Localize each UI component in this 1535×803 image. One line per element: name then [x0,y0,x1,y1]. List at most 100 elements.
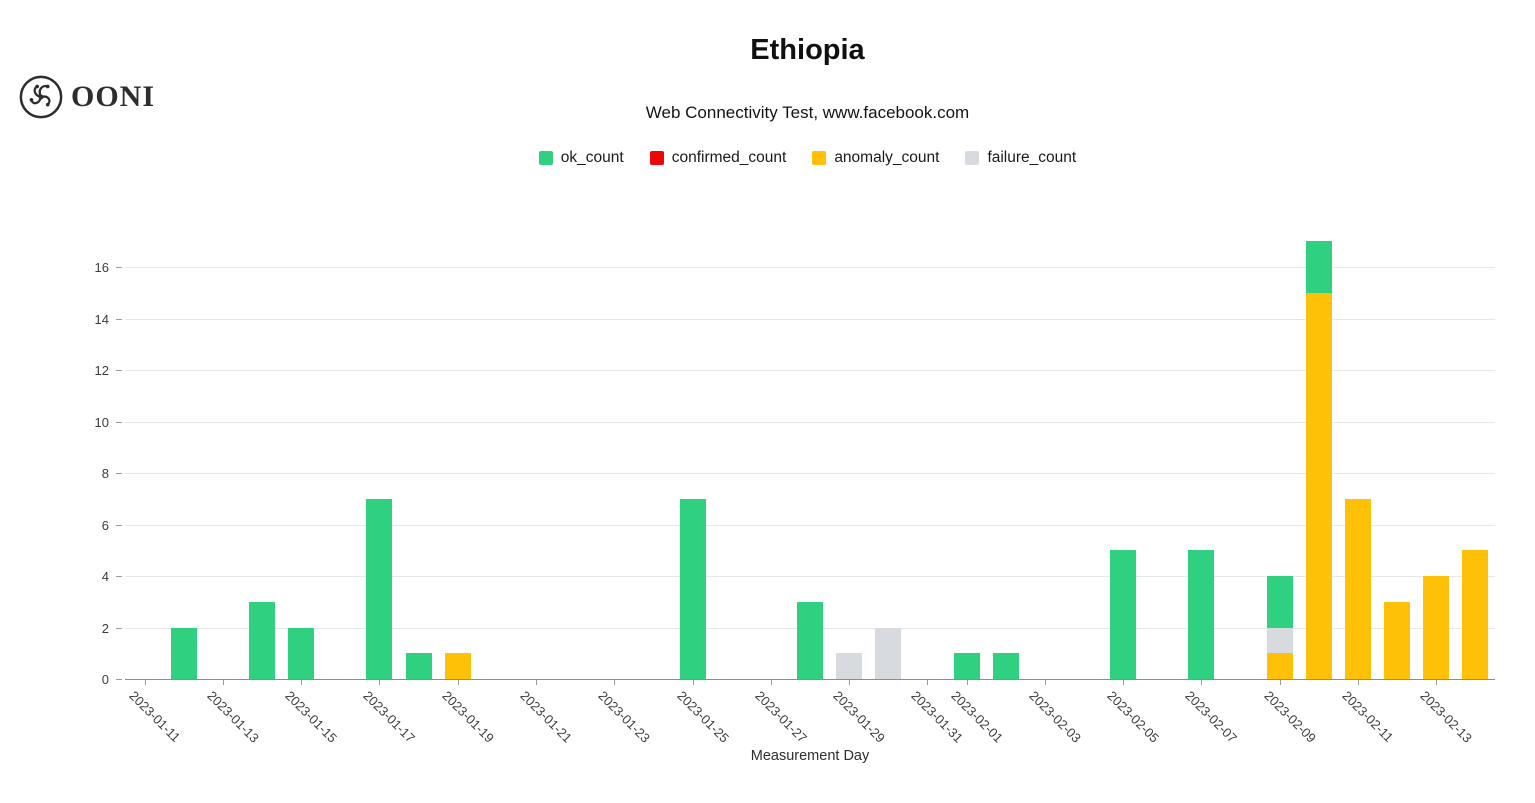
bar-segment-ok_count[interactable] [797,601,823,679]
plot-area: 0 2 4 6 8 10 12 14 16 2023-01-11 2023-01-13 2023-01… [95,230,1495,746]
x-tick-mark [457,680,459,685]
brand: OONI [18,74,155,120]
y-tick-label: 4 [101,569,109,584]
ok-count-swatch-icon [538,151,553,165]
legend: ok_count confirmed_count anomaly_count f… [80,149,1535,167]
x-tick-mark [692,680,694,685]
x-tick-mark [379,680,381,685]
y-tick-mark [116,679,122,680]
x-tick-mark [144,680,146,685]
brand-name: OONI [71,80,156,113]
x-axis-title: Measurement Day [750,748,870,764]
bar-segment-failure_count[interactable] [836,653,863,679]
bar-segment-ok_count[interactable] [992,653,1019,679]
failure-count-swatch-icon [965,151,980,165]
ooni-logo-icon [18,74,64,120]
x-tick-mark [301,680,303,685]
x-tick-mark [536,680,537,685]
x-tick-mark [222,680,224,685]
y-tick-mark [116,267,122,268]
x-tick-label: 2023-01-29 [830,688,889,746]
x-tick-mark [927,680,929,685]
x-tick-mark [1279,680,1281,685]
x-tick-mark [614,680,616,685]
y-tick-mark [116,524,122,526]
y-tick-label: 8 [101,466,109,481]
legend-label: failure_count [987,149,1077,166]
bar-segment-ok_count[interactable] [1305,241,1332,293]
bar-segment-anomaly_count[interactable] [444,653,471,679]
bar-segment-ok_count[interactable] [288,627,315,679]
chart-subtitle: Web Connectivity Test, www.facebook.com [645,103,970,122]
bar-segment-failure_count[interactable] [875,627,902,679]
legend-item-anomaly-count[interactable]: anomaly_count [812,149,939,167]
bar-segment-anomaly_count[interactable] [1345,498,1371,679]
x-tick-mark [770,680,772,685]
legend-label: confirmed_count [671,149,787,166]
bar-segment-ok_count[interactable] [953,653,980,679]
bar-segment-ok_count[interactable] [1110,550,1137,679]
x-tick-mark [1044,680,1046,685]
chart-header: Ethiopia Web Connectivity Test, www.face… [80,34,1535,167]
x-tick-label: 2023-01-13 [204,688,262,746]
x-tick-label: 2023-01-19 [439,688,497,746]
bar-segment-anomaly_count[interactable] [1423,576,1450,679]
y-tick-label: 0 [101,672,109,687]
bar-segment-ok_count[interactable] [1188,550,1215,679]
gridline [125,576,1495,577]
legend-item-ok-count[interactable]: ok_count [538,149,624,167]
y-tick-mark [116,576,122,577]
x-tick-mark [1123,680,1125,685]
legend-item-confirmed-count[interactable]: confirmed_count [649,149,787,167]
bar-segment-ok_count[interactable] [366,498,393,679]
x-tick-label: 2023-01-15 [282,688,341,746]
bar-segment-anomaly_count[interactable] [1305,292,1332,679]
x-tick-label: 2023-02-13 [1417,688,1476,746]
y-tick-label: 10 [94,414,109,430]
x-tick-label: 2023-01-25 [673,688,732,746]
y-tick-mark [116,370,122,371]
bar-segment-anomaly_count[interactable] [1384,601,1411,679]
bar-segment-ok_count[interactable] [1266,576,1293,628]
gridline [125,473,1495,474]
x-tick-mark [1201,680,1203,685]
x-tick-label: 2023-01-11 [125,688,183,745]
y-tick-mark [116,473,122,474]
x-tick-label: 2023-01-17 [360,688,419,746]
bar-segment-ok_count[interactable] [405,653,432,679]
x-tick-label: 2023-02-03 [1026,688,1084,746]
x-tick-mark [1358,680,1359,685]
bar-segment-ok_count[interactable] [249,601,275,679]
gridline [125,370,1495,371]
legend-item-failure-count[interactable]: failure_count [965,149,1076,167]
x-tick-label: 2023-02-07 [1182,688,1241,746]
x-tick-mark [1436,680,1438,685]
legend-label: ok_count [560,149,624,166]
y-tick-label: 6 [101,517,109,533]
y-tick-label: 14 [94,311,109,327]
gridline [125,524,1495,526]
bar-segment-failure_count[interactable] [1266,627,1293,654]
y-tick-mark [116,421,122,423]
x-tick-label: 2023-02-05 [1104,688,1163,746]
bar-segment-anomaly_count[interactable] [1462,550,1489,679]
anomaly-count-swatch-icon [812,151,827,165]
x-tick-label: 2023-01-23 [595,688,654,746]
bar-chart: 0 2 4 6 8 10 12 14 16 2023-01-11 2023-01-13 2023-01… [95,230,1495,790]
x-axis-line [125,679,1495,680]
legend-label: anomaly_count [834,149,940,166]
y-tick-mark [116,318,122,320]
bar-segment-anomaly_count[interactable] [1266,653,1293,679]
y-tick-label: 2 [101,620,109,636]
bar-segment-ok_count[interactable] [170,627,197,679]
bar-segment-ok_count[interactable] [679,498,706,679]
page-title: Ethiopia [750,34,865,66]
x-tick-mark [849,680,851,685]
gridline [125,267,1495,268]
gridline [125,318,1495,320]
x-tick-label: 2023-01-27 [752,688,810,746]
gridline [125,421,1495,423]
y-tick-mark [116,627,122,629]
x-tick-label: 2023-01-21 [517,688,576,746]
